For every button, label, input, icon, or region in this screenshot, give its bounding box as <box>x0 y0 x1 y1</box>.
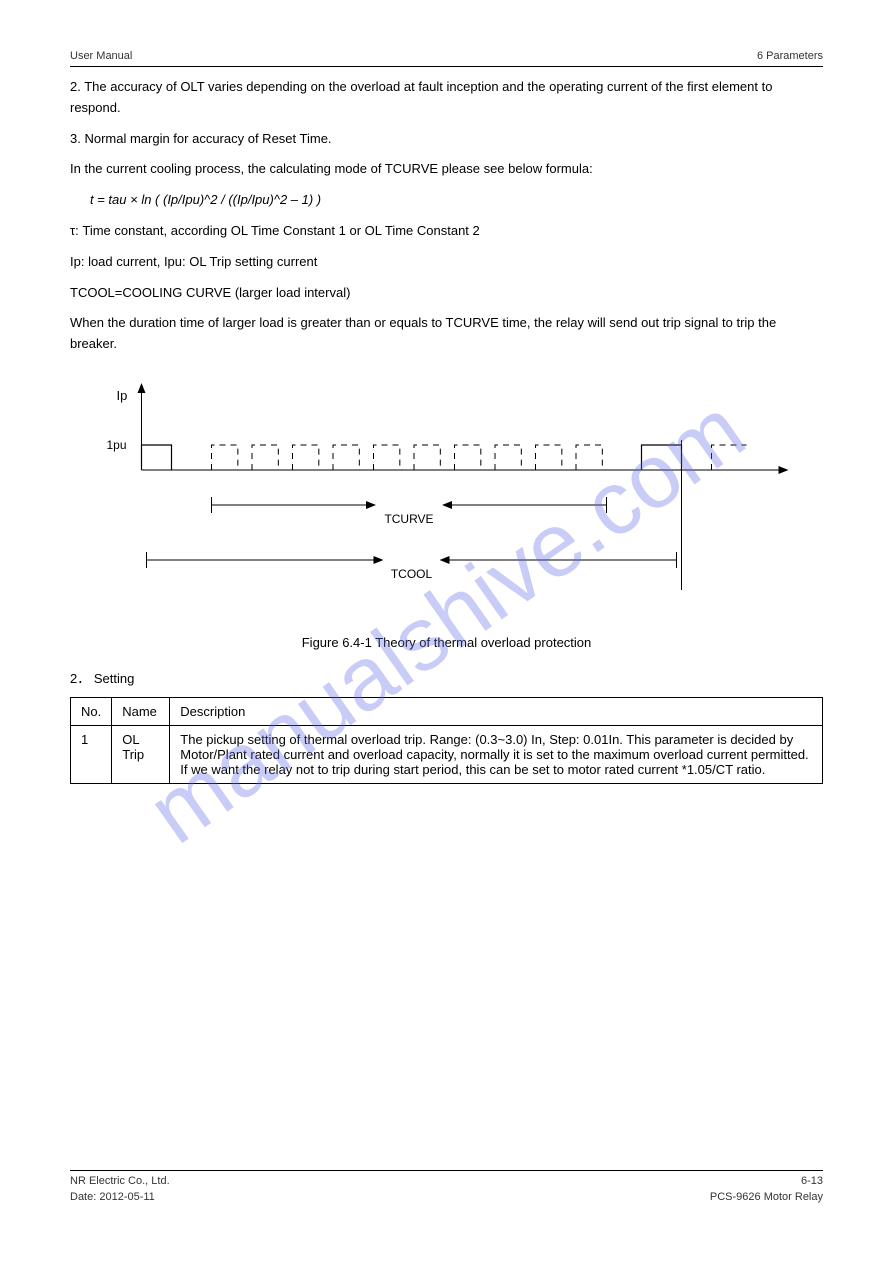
svg-text:Ip: Ip <box>117 388 128 403</box>
param-tcool: TCOOL=COOLING CURVE (larger load interva… <box>70 283 823 304</box>
svg-text:TCOOL: TCOOL <box>391 567 433 581</box>
page-header: User Manual 6 Parameters <box>70 50 823 62</box>
param-tau: τ: Time constant, according OL Time Cons… <box>70 221 823 242</box>
col-desc: Description <box>170 697 823 725</box>
cell-no: 1 <box>71 725 112 783</box>
intro-p2: 3. Normal margin for accuracy of Reset T… <box>70 129 823 150</box>
setting-heading: 2． Setting <box>70 668 823 687</box>
col-name: Name <box>112 697 170 725</box>
footer-sub-left: Date: 2012-05-11 <box>70 1191 155 1203</box>
timing-diagram: Ip 1pu TCURVE TCOOL <box>70 365 823 620</box>
param-interval: When the duration time of larger load is… <box>70 313 823 355</box>
intro-p1: 2. The accuracy of OLT varies depending … <box>70 77 823 119</box>
footer-rule <box>70 1170 823 1171</box>
col-no: No. <box>71 697 112 725</box>
header-left: User Manual <box>70 50 132 62</box>
footer-sub-right: PCS-9626 Motor Relay <box>710 1191 823 1203</box>
cell-desc: The pickup setting of thermal overload t… <box>170 725 823 783</box>
param-ip: Ip: load current, Ipu: OL Trip setting c… <box>70 252 823 273</box>
header-rule <box>70 66 823 67</box>
table-row: 1 OL Trip The pickup setting of thermal … <box>71 725 823 783</box>
page-footer: NR Electric Co., Ltd. 6-13 Date: 2012-05… <box>70 1166 823 1203</box>
settings-table: No. Name Description 1 OL Trip The picku… <box>70 697 823 784</box>
svg-text:1pu: 1pu <box>107 438 127 452</box>
cell-name: OL Trip <box>112 725 170 783</box>
footer-left: NR Electric Co., Ltd. <box>70 1175 170 1187</box>
footer-right: 6-13 <box>801 1175 823 1187</box>
svg-text:TCURVE: TCURVE <box>384 512 433 526</box>
page-content: User Manual 6 Parameters 2. The accuracy… <box>70 50 823 1203</box>
header-right: 6 Parameters <box>757 50 823 62</box>
formula: t = tau × ln ( (Ip/Ipu)^2 / ((Ip/Ipu)^2 … <box>90 190 823 211</box>
intro-p3: In the current cooling process, the calc… <box>70 159 823 180</box>
figure-caption: Figure 6.4-1 Theory of thermal overload … <box>70 635 823 650</box>
